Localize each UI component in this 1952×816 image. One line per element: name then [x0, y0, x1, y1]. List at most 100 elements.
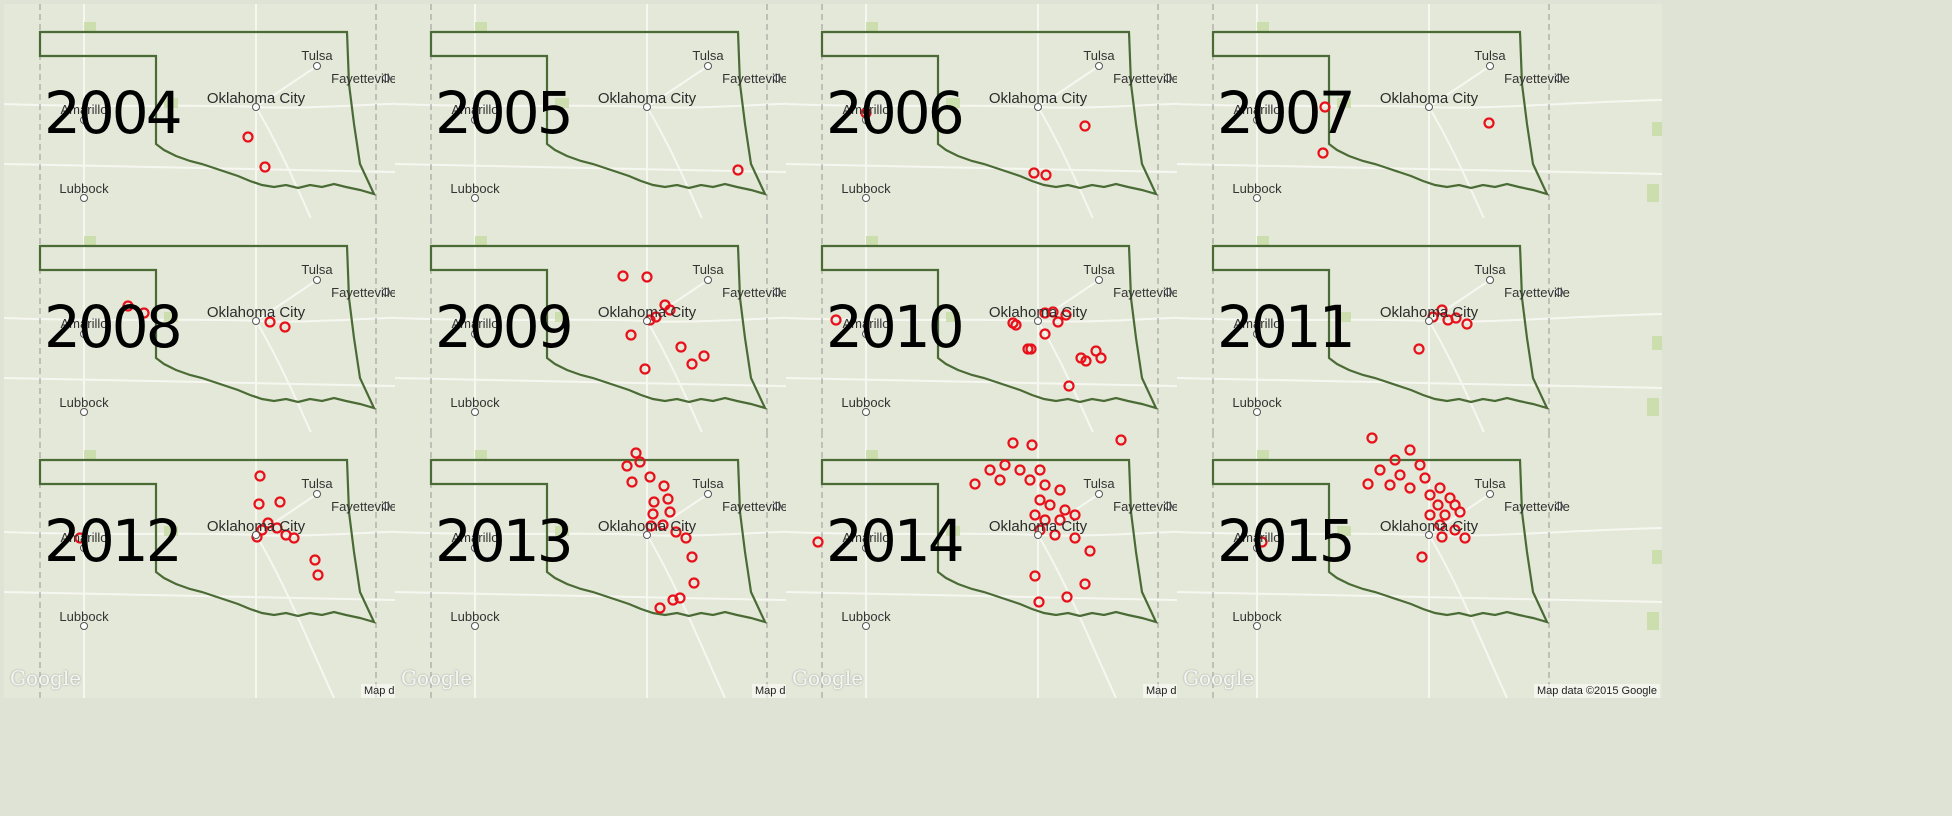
earthquake-marker — [1033, 596, 1045, 608]
city-dot-fayetteville — [1555, 502, 1563, 510]
park-area — [1647, 612, 1659, 630]
earthquake-marker — [309, 554, 321, 566]
road — [1037, 65, 1100, 108]
city-label-amarillo: Amarillo — [451, 316, 499, 331]
city-label-tulsa: Tulsa — [301, 48, 333, 63]
earthquake-marker — [1029, 509, 1041, 521]
earthquake-marker — [1079, 578, 1091, 590]
city-dot-tulsa — [1095, 62, 1103, 70]
earthquake-marker — [1419, 472, 1431, 484]
park-area — [1652, 336, 1662, 350]
park-area — [1647, 184, 1659, 202]
park-area — [1337, 98, 1351, 108]
city-dot-tulsa — [1486, 62, 1494, 70]
earthquake-marker — [1028, 167, 1040, 179]
road — [646, 534, 726, 698]
city-label-lubbock: Lubbock — [59, 181, 109, 196]
google-logo[interactable]: Google — [10, 666, 82, 690]
earthquake-marker — [271, 522, 283, 534]
city-dot-okc — [643, 103, 651, 111]
map-panel-2015: Tulsa Fayetteville Oklahoma City Amarillo Lu… — [1177, 432, 1662, 698]
city-dot-amarillo — [471, 116, 479, 124]
earthquake-marker — [1362, 478, 1374, 490]
city-label-okc: Oklahoma City — [597, 304, 697, 321]
city-label-okc: Oklahoma City — [206, 304, 306, 321]
earthquake-marker — [1044, 499, 1056, 511]
earthquake-marker — [994, 474, 1006, 486]
city-dot-tulsa — [704, 62, 712, 70]
earthquake-marker — [1039, 479, 1051, 491]
earthquake-marker — [1424, 509, 1436, 521]
city-dot-amarillo — [471, 544, 479, 552]
earthquake-marker — [675, 341, 687, 353]
road — [1177, 163, 1662, 175]
city-dot-lubbock — [80, 622, 88, 630]
year-label: 2009 — [435, 293, 574, 361]
earthquake-marker — [1054, 514, 1066, 526]
oklahoma-border — [820, 458, 1159, 624]
city-dot-lubbock — [471, 408, 479, 416]
city-label-lubbock: Lubbock — [59, 609, 109, 624]
earthquake-marker — [654, 602, 666, 614]
earthquake-marker — [1461, 318, 1473, 330]
google-logo[interactable]: Google — [792, 666, 864, 690]
city-dot-fayetteville — [773, 74, 781, 82]
earthquake-marker — [1404, 444, 1416, 456]
park-area — [1337, 526, 1351, 536]
city-label-tulsa: Tulsa — [1474, 48, 1506, 63]
earthquake-marker — [262, 517, 274, 529]
earthquake-marker — [1084, 545, 1096, 557]
earthquake-marker — [288, 532, 300, 544]
city-label-okc: Oklahoma City — [1379, 90, 1479, 107]
city-label-lubbock: Lubbock — [450, 609, 500, 624]
map-attribution[interactable]: Map data ©2015 Google — [1533, 684, 1660, 698]
city-dot-lubbock — [862, 622, 870, 630]
park-area — [1257, 22, 1269, 32]
earthquake-marker — [254, 470, 266, 482]
park-area — [1652, 550, 1662, 564]
city-dot-fayetteville — [1555, 288, 1563, 296]
park-area — [84, 22, 96, 32]
google-logo[interactable]: Google — [401, 666, 473, 690]
city-label-tulsa: Tulsa — [1474, 262, 1506, 277]
earthquake-marker — [1439, 509, 1451, 521]
city-dot-tulsa — [704, 490, 712, 498]
city-label-lubbock: Lubbock — [841, 395, 891, 410]
earthquake-marker — [1047, 306, 1059, 318]
earthquake-marker — [1374, 464, 1386, 476]
park-area — [475, 236, 487, 246]
earthquake-marker — [1069, 509, 1081, 521]
city-dot-tulsa — [704, 276, 712, 284]
city-label-fayetteville: Fayetteville — [1113, 499, 1179, 514]
city-dot-okc — [252, 103, 260, 111]
city-dot-amarillo — [80, 544, 88, 552]
google-logo[interactable]: Google — [1183, 666, 1255, 690]
earthquake-marker — [1434, 482, 1446, 494]
earthquake-marker — [999, 459, 1011, 471]
oklahoma-border — [1211, 244, 1550, 410]
park-area — [84, 450, 96, 460]
city-dot-okc — [643, 317, 651, 325]
park-area — [866, 236, 878, 246]
city-dot-tulsa — [1095, 490, 1103, 498]
earthquake-marker — [1115, 434, 1127, 446]
earthquake-marker — [1024, 474, 1036, 486]
city-dot-amarillo — [1253, 116, 1261, 124]
city-label-tulsa: Tulsa — [301, 262, 333, 277]
city-label-fayetteville: Fayetteville — [722, 71, 788, 86]
city-label-fayetteville: Fayetteville — [1504, 285, 1570, 300]
earthquake-marker — [1256, 536, 1268, 548]
earthquake-marker — [1436, 304, 1448, 316]
earthquake-marker — [617, 270, 629, 282]
earthquake-marker — [1483, 117, 1495, 129]
earthquake-marker — [1039, 328, 1051, 340]
oklahoma-border — [1211, 30, 1550, 196]
park-area — [946, 98, 960, 108]
city-label-okc: Oklahoma City — [206, 518, 306, 535]
earthquake-marker — [1059, 504, 1071, 516]
city-dot-fayetteville — [382, 288, 390, 296]
city-dot-tulsa — [313, 490, 321, 498]
city-dot-okc — [252, 531, 260, 539]
park-area — [555, 98, 569, 108]
earthquake-marker — [1025, 343, 1037, 355]
